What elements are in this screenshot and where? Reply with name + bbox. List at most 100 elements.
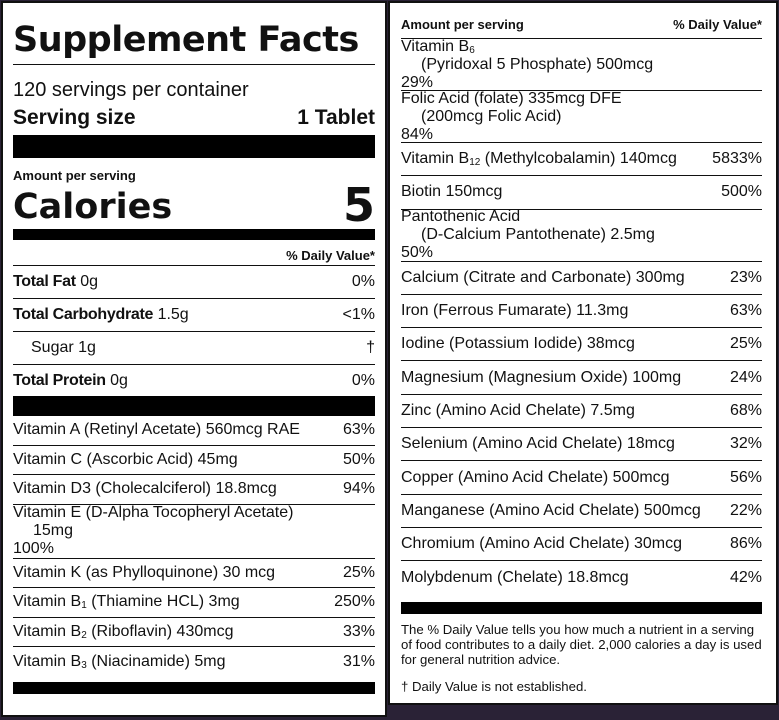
nutrient-name: Vitamin B12 (Methylcobalamin) 140mcg — [401, 150, 677, 169]
nutrient-name-line2: (Pyridoxal 5 Phosphate) 500mcg — [421, 55, 654, 73]
nutrient-name: Total Protein 0g — [13, 372, 128, 390]
daily-value-header: % Daily Value* — [13, 240, 375, 266]
left-nutrient-list: Vitamin A (Retinyl Acetate) 560mcg RAE 63… — [13, 416, 375, 677]
nutrient-name: Biotin 150mcg — [401, 183, 503, 201]
nutrient-row: Zinc (Amino Acid Chelate) 7.5mg 68% — [401, 395, 762, 429]
daily-value: 31% — [342, 652, 375, 670]
daily-value: 42% — [729, 568, 762, 586]
subscript: 3 — [81, 659, 87, 671]
nutrient-row: Manganese (Amino Acid Chelate) 500mcg 22% — [401, 495, 762, 528]
thick-divider — [13, 229, 375, 240]
macro-row: Total Protein 0g 0% — [13, 365, 375, 396]
nutrient-row: Vitamin B12 (Methylcobalamin) 140mcg 5833… — [401, 143, 762, 177]
thick-divider — [13, 681, 375, 694]
footnote-line: for general nutrition advice. — [401, 651, 561, 667]
nutrient-name-line2: 15mg — [33, 522, 74, 539]
nutrient-row: Vitamin B6 (Pyridoxal 5 Phosphate) 500mcg… — [401, 38, 762, 91]
supplement-facts-left-panel: Supplement Facts 120 servings per contai… — [1, 1, 387, 717]
nutrient-name: Total Fat 0g — [13, 273, 98, 291]
nutrient-name: Vitamin C (Ascorbic Acid) 45mg — [13, 450, 238, 468]
daily-value: 32% — [729, 435, 762, 453]
serving-size: Serving size 1 Tablet — [13, 106, 375, 133]
daily-value: 86% — [729, 535, 762, 553]
subscript: 6 — [469, 44, 475, 56]
daily-value: 500% — [721, 183, 762, 201]
nutrient-row: Vitamin A (Retinyl Acetate) 560mcg RAE 63… — [13, 416, 375, 446]
nutrient-row: Magnesium (Magnesium Oxide) 100mg 24% — [401, 361, 762, 395]
daily-value-footnote: The % Daily Value tells you how much a n… — [401, 622, 762, 667]
daily-value: 100% — [13, 540, 54, 557]
servings-per-container: 120 servings per container — [13, 79, 249, 101]
nutrient-name: Vitamin B3 (Niacinamide) 5mg — [13, 652, 226, 671]
nutrient-name: Manganese (Amino Acid Chelate) 500mcg — [401, 501, 701, 519]
amount-per-serving: Amount per serving — [13, 168, 136, 183]
daily-value: 0% — [351, 273, 375, 290]
dagger-footnote: † Daily Value is not established. — [401, 678, 587, 694]
macro-row: Total Fat 0g 0% — [13, 266, 375, 299]
nutrient-row: Selenium (Amino Acid Chelate) 18mcg 32% — [401, 428, 762, 462]
daily-value: 50% — [401, 244, 434, 262]
serving-size-value: 1 Tablet — [297, 106, 375, 129]
nutrient-name: Vitamin K (as Phylloquinone) 30 mcg — [13, 563, 276, 581]
nutrient-name: Vitamin D3 (Cholecalciferol) 18.8mcg — [13, 480, 277, 498]
nutrient-name: Vitamin E (D-Alpha Tocopheryl Acetate) — [13, 504, 294, 521]
daily-value: 5833% — [712, 150, 762, 168]
nutrient-row: Iron (Ferrous Fumarate) 11.3mg 63% — [401, 295, 762, 329]
nutrient-label: Total Carbohydrate — [13, 306, 154, 323]
nutrient-name: Magnesium (Magnesium Oxide) 100mg — [401, 368, 682, 386]
nutrient-name: Copper (Amino Acid Chelate) 500mcg — [401, 468, 670, 486]
nutrient-row: Calcium (Citrate and Carbonate) 300mg 23% — [401, 262, 762, 295]
nutrient-name: Calcium (Citrate and Carbonate) 300mg — [401, 268, 685, 286]
daily-value: 22% — [729, 501, 762, 519]
subscript: 12 — [469, 157, 481, 169]
daily-value: 23% — [729, 268, 762, 286]
calories-label: Calories — [13, 187, 173, 227]
nutrient-row: Vitamin C (Ascorbic Acid) 45mg 50% — [13, 446, 375, 475]
nutrient-name: Folic Acid (folate) 335mcg DFE — [401, 89, 622, 107]
right-header: Amount per serving % Daily Value* — [401, 3, 762, 39]
nutrient-name: Total Carbohydrate 1.5g — [13, 306, 189, 324]
nutrient-row: Vitamin D3 (Cholecalciferol) 18.8mcg 94% — [13, 475, 375, 505]
nutrient-name: Sugar 1g — [13, 339, 96, 357]
nutrient-name: Selenium (Amino Acid Chelate) 18mcg — [401, 435, 675, 453]
nutrient-name-line2: (200mcg Folic Acid) — [421, 107, 562, 125]
nutrient-row: Vitamin B1 (Thiamine HCL) 3mg 250% — [13, 588, 375, 618]
daily-value: 84% — [401, 125, 434, 143]
nutrient-amount: 1.5g — [157, 306, 189, 323]
macro-row: Sugar 1g † — [13, 332, 375, 365]
supplement-facts-right-panel: Amount per serving % Daily Value* Vitami… — [388, 1, 778, 705]
nutrient-row: Chromium (Amino Acid Chelate) 30mcg 86% — [401, 528, 762, 562]
nutrient-name: Vitamin B1 (Thiamine HCL) 3mg — [13, 593, 240, 612]
daily-value: 250% — [334, 593, 375, 611]
nutrient-name: Vitamin B2 (Riboflavin) 430mcg — [13, 622, 234, 641]
nutrient-name: Chromium (Amino Acid Chelate) 30mcg — [401, 535, 682, 553]
nutrient-label: Sugar — [31, 339, 74, 356]
daily-value: 0% — [351, 371, 375, 389]
daily-value: 29% — [401, 73, 434, 91]
nutrient-row: Vitamin B3 (Niacinamide) 5mg 31% — [13, 647, 375, 677]
nutrient-name: Vitamin A (Retinyl Acetate) 560mcg RAE — [13, 421, 300, 439]
daily-value: 25% — [342, 563, 375, 581]
macro-row: Total Carbohydrate 1.5g <1% — [13, 299, 375, 332]
label-title: Supplement Facts — [13, 20, 375, 65]
footnote-line: The % Daily Value tells you how much a n… — [401, 621, 755, 637]
subscript: 2 — [81, 629, 87, 641]
thick-divider — [401, 601, 762, 614]
macro-list: Total Fat 0g 0% Total Carbohydrate 1.5g <1%… — [13, 266, 375, 396]
nutrient-name: Molybdenum (Chelate) 18.8mcg — [401, 568, 629, 586]
nutrient-name: Iron (Ferrous Fumarate) 11.3mg — [401, 302, 629, 320]
daily-value-header: % Daily Value* — [673, 17, 762, 32]
nutrient-row: Vitamin E (D-Alpha Tocopheryl Acetate) 15… — [13, 504, 375, 559]
serving-size-label: Serving size — [13, 106, 136, 129]
nutrient-row: Vitamin K (as Phylloquinone) 30 mcg 25% — [13, 559, 375, 588]
daily-value: 50% — [342, 450, 375, 468]
nutrient-label: Total Fat — [13, 273, 76, 290]
right-nutrient-list: Vitamin B6 (Pyridoxal 5 Phosphate) 500mcg… — [401, 38, 762, 595]
nutrient-name: Pantothenic Acid — [401, 208, 521, 226]
nutrient-name: Iodine (Potassium Iodide) 38mcg — [401, 335, 635, 353]
nutrient-amount: 0g — [80, 273, 99, 290]
daily-value: 68% — [729, 401, 762, 419]
daily-value: † — [366, 339, 375, 356]
nutrient-name: Zinc (Amino Acid Chelate) 7.5mg — [401, 401, 635, 419]
daily-value: 63% — [729, 302, 762, 320]
